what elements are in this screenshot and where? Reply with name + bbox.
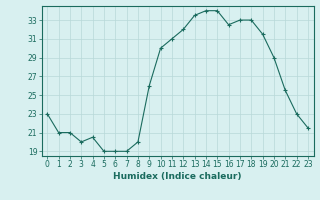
X-axis label: Humidex (Indice chaleur): Humidex (Indice chaleur): [113, 172, 242, 181]
